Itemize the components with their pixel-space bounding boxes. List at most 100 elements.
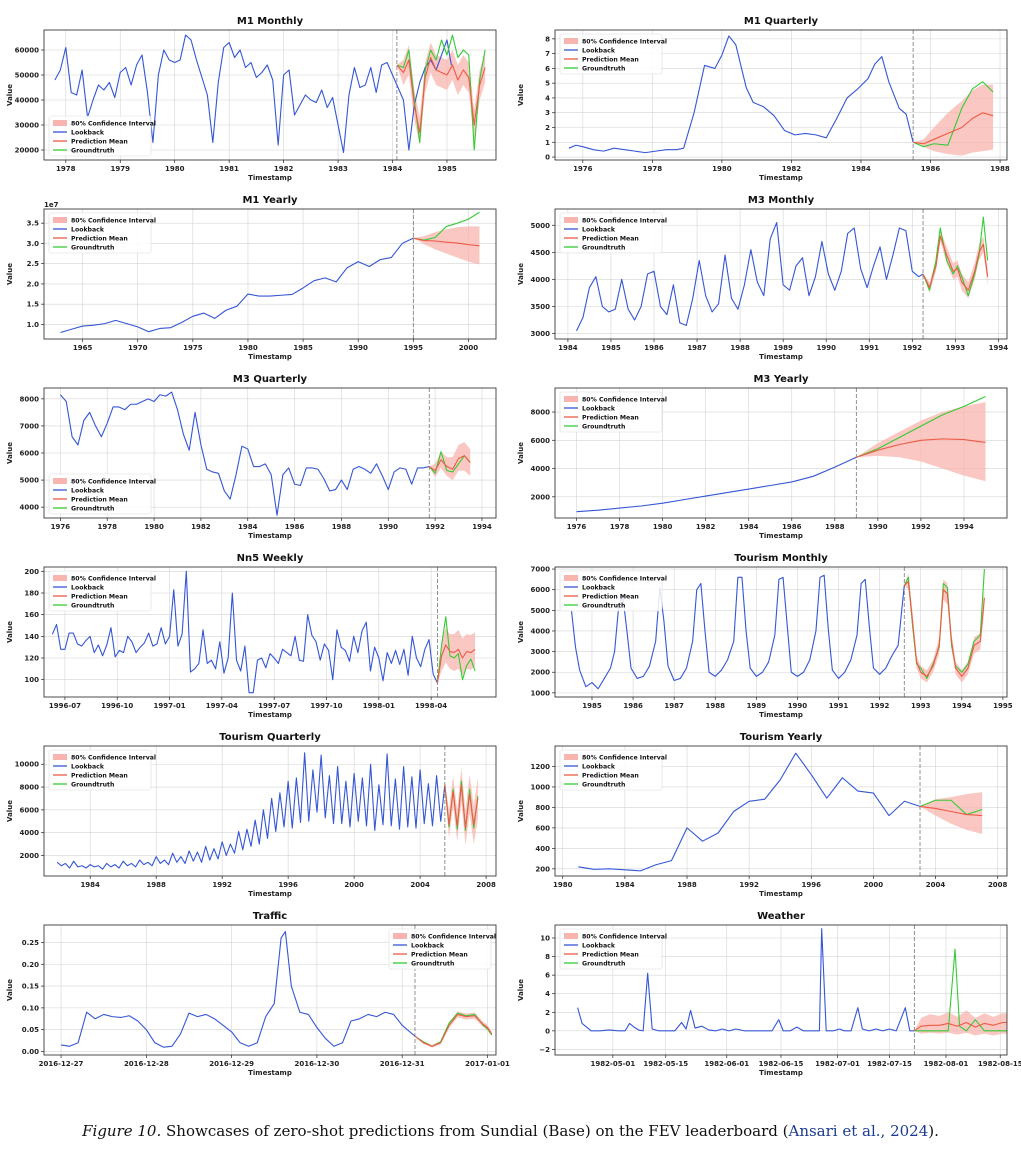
- legend: 80% Confidence Interval Lookback Predictio…: [559, 391, 667, 433]
- chart-panel-tourism-yearly: Tourism Yearly 1980 1984 1988 1992 1996 2000 20…: [511, 726, 1021, 904]
- y-tick-label: 6000: [531, 586, 551, 594]
- y-tick-label: 4500: [531, 249, 551, 257]
- x-axis-label: Timestamp: [759, 353, 803, 361]
- legend-label: 80% Confidence Interval: [71, 575, 156, 582]
- chart-tourism-monthly: Tourism Monthly 1985 1986 1987 1988 1989 1990 1…: [517, 553, 1013, 719]
- y-axis-label: Value: [517, 621, 525, 643]
- x-axis-label: Timestamp: [759, 711, 803, 719]
- x-tick-label: 1992: [739, 881, 759, 889]
- plot-area: [60, 925, 493, 1055]
- x-tick-label: 1990: [816, 344, 836, 352]
- x-tick-label: 1985: [293, 344, 313, 352]
- x-tick-label: 1965: [73, 344, 93, 352]
- plot-area: [570, 567, 985, 697]
- y-tick-label: −2: [539, 1046, 550, 1054]
- x-tick-label: 1976: [51, 523, 71, 531]
- x-tick-label: 1982-07-15: [867, 1060, 912, 1068]
- y-tick-label: 4000: [531, 465, 551, 473]
- x-tick-label: 1982-06-15: [759, 1060, 804, 1068]
- lookback-line: [577, 928, 915, 1032]
- y-tick-label: 1000: [531, 689, 551, 697]
- y-tick-label: 8000: [20, 784, 40, 792]
- chart-weather: Weather 1982-05-01 1982-05-15 1982-06-01 198…: [517, 911, 1021, 1077]
- plot-area: [54, 30, 486, 160]
- y-tick-label: 10000: [15, 761, 39, 769]
- chart-m1-monthly: M1 Monthly 1978 1979 1980 1981 1982 1983 1984 19…: [6, 16, 497, 182]
- y-axis-label: Value: [6, 84, 14, 106]
- x-tick-label: 1980: [144, 523, 164, 531]
- legend: 80% Confidence Interval Lookback Predictio…: [559, 33, 667, 75]
- axes-frame: [554, 29, 1008, 161]
- y-tick-label: 2000: [531, 669, 551, 677]
- y-tick-label: 140: [24, 633, 39, 641]
- legend-label: Groundtruth: [582, 781, 625, 788]
- legend-box: [48, 749, 152, 791]
- legend-label: Groundtruth: [71, 602, 114, 609]
- x-tick-label: 2000: [864, 881, 884, 889]
- axes-frame: [554, 387, 1008, 519]
- y-tick-label: 1200: [531, 763, 551, 771]
- x-tick-label: 1976: [573, 165, 593, 173]
- y-tick-label: 8000: [531, 409, 551, 417]
- legend-label: 80% Confidence Interval: [582, 933, 667, 940]
- chart-panel-tourism-quarterly: Tourism Quarterly 1984 1988 1992 1996 2000 200…: [0, 726, 510, 904]
- chart-title: Tourism Yearly: [740, 732, 823, 743]
- prediction-mean-line: [413, 237, 480, 247]
- lookback-line: [54, 34, 452, 154]
- x-tick-label: 2000: [459, 344, 479, 352]
- prediction-mean-line: [414, 1013, 493, 1047]
- legend-label: Prediction Mean: [582, 951, 639, 958]
- x-tick-label: 1992: [870, 702, 890, 710]
- axes-frame: [554, 924, 1008, 1056]
- x-tick-label: 1987: [687, 344, 707, 352]
- caption-end: ).: [928, 1122, 939, 1140]
- y-tick-label: 5: [545, 80, 550, 88]
- x-tick-label: 2000: [344, 881, 364, 889]
- x-tick-label: 1992: [911, 523, 931, 531]
- groundtruth-line: [912, 81, 994, 148]
- x-tick-label: 2004: [410, 881, 430, 889]
- y-tick-label: 0: [545, 1027, 550, 1035]
- x-tick-label: 1981: [219, 165, 239, 173]
- chart-panel-nn5-weekly: Nn5 Weekly 1996-07 1996-10 1997-01 1997-04 19…: [0, 547, 510, 725]
- x-tick-label: 1979: [110, 165, 130, 173]
- legend-label: Lookback: [582, 942, 616, 949]
- prediction-mean-line: [444, 784, 479, 829]
- y-tick-label: 1: [545, 139, 550, 147]
- x-tick-label: 1990: [868, 523, 888, 531]
- x-tick-label: 1989: [773, 344, 793, 352]
- y-axis-label: Value: [6, 621, 14, 643]
- x-tick-label: 1986: [644, 344, 664, 352]
- confidence-band: [444, 767, 478, 846]
- x-tick-label: 1994: [954, 523, 974, 531]
- axes-frame: [554, 208, 1008, 340]
- x-tick-label: 1982-05-01: [590, 1060, 635, 1068]
- y-tick-label: 2000: [531, 493, 551, 501]
- chart-title: M1 Yearly: [242, 195, 298, 206]
- citation-link[interactable]: Ansari et al., 2024: [788, 1122, 929, 1140]
- chart-m3-monthly: M3 Monthly 1984 1985 1986 1987 1988 1989 1990 19…: [517, 195, 1008, 361]
- x-tick-label: 1993: [911, 702, 931, 710]
- y-tick-label: 3.5: [27, 220, 40, 228]
- y-axis-label: Value: [6, 979, 14, 1001]
- x-tick-label: 1993: [946, 344, 966, 352]
- x-tick-label: 1997-04: [206, 702, 238, 710]
- plot-area: [59, 388, 471, 518]
- chart-panel-m1-quarterly: M1 Quarterly 1976 1978 1980 1982 1984 1986 1988…: [511, 10, 1021, 188]
- groundtruth-line: [919, 799, 983, 816]
- x-axis-label: Timestamp: [248, 532, 292, 540]
- x-axis-label: Timestamp: [759, 890, 803, 898]
- plot-area: [56, 746, 479, 876]
- legend-label: 80% Confidence Interval: [71, 478, 156, 485]
- x-tick-label: 2016-12-31: [380, 1060, 425, 1068]
- x-tick-label: 1978: [610, 523, 630, 531]
- y-tick-label: 2: [545, 124, 550, 132]
- legend-label: 80% Confidence Interval: [582, 217, 667, 224]
- legend-label: Prediction Mean: [582, 56, 639, 63]
- caption-text: Showcases of zero-shot predictions from …: [161, 1122, 789, 1140]
- chart-nn5-weekly: Nn5 Weekly 1996-07 1996-10 1997-01 1997-04 19…: [6, 553, 497, 719]
- y-tick-label: 8: [545, 953, 550, 961]
- x-axis-label: Timestamp: [759, 1069, 803, 1077]
- x-tick-label: 1988: [990, 165, 1010, 173]
- y-axis-label: Value: [517, 979, 525, 1001]
